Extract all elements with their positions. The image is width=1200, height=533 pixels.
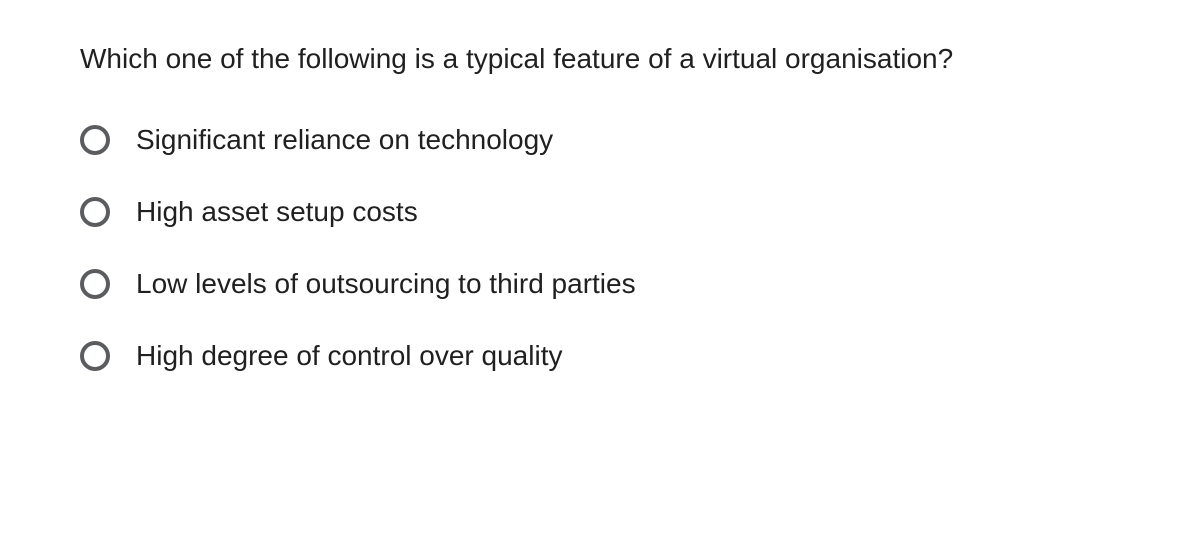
radio-icon[interactable] bbox=[80, 269, 110, 299]
option-row[interactable]: Significant reliance on technology bbox=[80, 124, 1120, 156]
option-label: Low levels of outsourcing to third parti… bbox=[136, 268, 636, 300]
question-container: Which one of the following is a typical … bbox=[80, 38, 1120, 372]
option-label: Significant reliance on technology bbox=[136, 124, 553, 156]
option-row[interactable]: High degree of control over quality bbox=[80, 340, 1120, 372]
option-row[interactable]: High asset setup costs bbox=[80, 196, 1120, 228]
radio-icon[interactable] bbox=[80, 341, 110, 371]
options-list: Significant reliance on technology High … bbox=[80, 124, 1120, 372]
radio-icon[interactable] bbox=[80, 125, 110, 155]
option-row[interactable]: Low levels of outsourcing to third parti… bbox=[80, 268, 1120, 300]
option-label: High degree of control over quality bbox=[136, 340, 562, 372]
option-label: High asset setup costs bbox=[136, 196, 418, 228]
question-text: Which one of the following is a typical … bbox=[80, 38, 1120, 80]
radio-icon[interactable] bbox=[80, 197, 110, 227]
